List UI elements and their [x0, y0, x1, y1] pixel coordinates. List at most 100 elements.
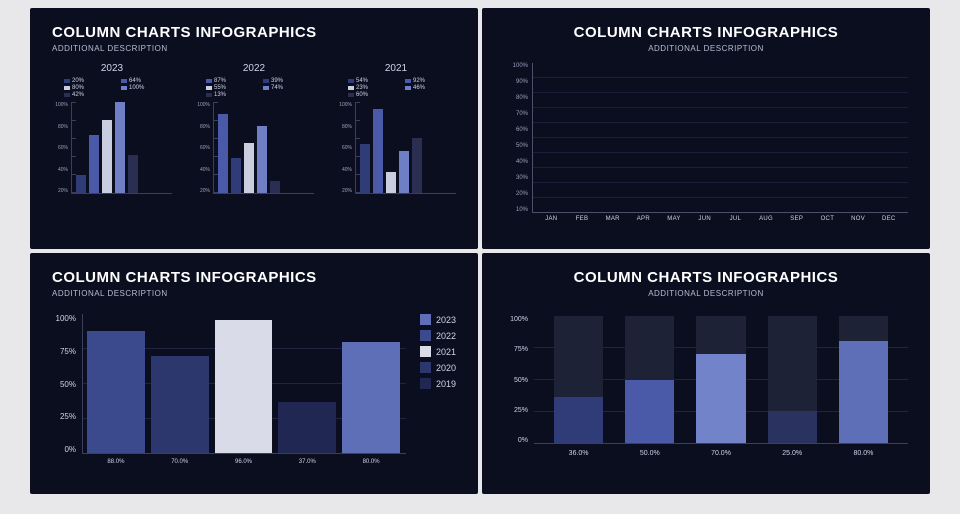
y-axis: 100%80%60%40%20% — [194, 102, 214, 194]
monthly-chart-plot — [532, 63, 908, 213]
chart-bar — [218, 114, 228, 193]
legend-item: 2020 — [420, 362, 456, 373]
legend-item: 2022 — [420, 330, 456, 341]
legend-label: 2023 — [436, 315, 456, 325]
month-labels: JANFEBMARAPRMAYJUNJULAUGSEPOCTNOVDEC — [532, 213, 908, 222]
chart-bar — [373, 109, 383, 193]
y-tick: 60% — [194, 145, 210, 151]
y-tick: 60% — [52, 145, 68, 151]
legend-label: 39% — [271, 78, 283, 84]
month-label: OCT — [812, 216, 843, 222]
y-tick: 50% — [52, 380, 76, 389]
legend-swatch — [206, 86, 212, 90]
mini-plot: 100%80%60%40%20% — [194, 102, 314, 194]
bar-label: 80.0% — [839, 450, 888, 457]
panel-subtitle: ADDITIONAL DESCRIPTION — [504, 44, 908, 53]
panel-subtitle: ADDITIONAL DESCRIPTION — [52, 289, 456, 298]
chart-legend: 20232022202120202019 — [406, 314, 456, 454]
stack-segment-bottom — [768, 411, 817, 443]
small-multiple: 202287%39%55%74%13%100%80%60%40%20% — [194, 63, 314, 194]
chart-bar: 88.0% — [87, 331, 145, 453]
legend-item: 54% — [348, 78, 399, 84]
bar-chart-area: 100%75%50%25%0% 88.0%70.0%96.0%37.0%80.0… — [52, 314, 456, 454]
chart-bar: 80.0% — [342, 342, 400, 453]
stacked-bar: 70.0% — [696, 316, 745, 443]
panel-top-left: COLUMN CHARTS INFOGRAPHICS ADDITIONAL DE… — [30, 8, 478, 249]
y-tick: 50% — [504, 143, 528, 149]
chart-bar — [231, 158, 241, 193]
legend-swatch — [420, 346, 431, 357]
legend-swatch — [348, 86, 354, 90]
panel-top-right: COLUMN CHARTS INFOGRAPHICS ADDITIONAL DE… — [482, 8, 930, 249]
chart-bar — [76, 175, 86, 193]
legend-label: 46% — [413, 85, 425, 91]
legend-swatch — [348, 93, 354, 97]
stack-segment-top — [554, 316, 603, 397]
month-label: MAR — [597, 216, 628, 222]
legend-swatch — [206, 79, 212, 83]
legend-swatch — [121, 79, 127, 83]
legend-swatch — [121, 86, 127, 90]
chart-bar — [244, 143, 254, 193]
bar-label: 25.0% — [768, 450, 817, 457]
legend-item: 20% — [64, 78, 115, 84]
y-tick: 30% — [504, 175, 528, 181]
legend-label: 54% — [356, 78, 368, 84]
chart-bar: 37.0% — [278, 402, 336, 453]
legend-label: 74% — [271, 85, 283, 91]
legend-item: 74% — [263, 85, 314, 91]
y-tick: 60% — [336, 145, 352, 151]
bars-group — [72, 102, 172, 194]
chart-bar — [360, 144, 370, 193]
y-tick: 75% — [504, 346, 528, 353]
stack-segment-bottom — [696, 354, 745, 443]
legend-label: 60% — [356, 92, 368, 98]
stacked-bar: 36.0% — [554, 316, 603, 443]
bar-label: 96.0% — [215, 459, 273, 465]
y-tick: 20% — [504, 191, 528, 197]
chart-bar — [89, 135, 99, 193]
bar-label: 37.0% — [278, 459, 336, 465]
month-label: SEP — [781, 216, 812, 222]
y-tick: 10% — [504, 207, 528, 213]
y-tick: 80% — [336, 124, 352, 130]
panel-title: COLUMN CHARTS INFOGRAPHICS — [504, 269, 908, 286]
legend-swatch — [64, 79, 70, 83]
y-tick: 20% — [52, 188, 68, 194]
legend-label: 64% — [129, 78, 141, 84]
chart-bar — [412, 138, 422, 193]
y-axis: 100%90%80%70%60%50%40%30%20%10% — [504, 63, 532, 213]
y-tick: 100% — [194, 102, 210, 108]
mini-legend: 87%39%55%74%13% — [194, 78, 314, 98]
y-tick: 80% — [52, 124, 68, 130]
stacked-bar: 25.0% — [768, 316, 817, 443]
bar-label: 36.0% — [554, 450, 603, 457]
legend-label: 20% — [72, 78, 84, 84]
month-label: NOV — [843, 216, 874, 222]
y-tick: 0% — [504, 437, 528, 444]
month-label: JUN — [689, 216, 720, 222]
chart-bar — [102, 120, 112, 193]
y-tick: 100% — [336, 102, 352, 108]
panel-title: COLUMN CHARTS INFOGRAPHICS — [52, 24, 456, 41]
y-tick: 100% — [52, 102, 68, 108]
legend-label: 80% — [72, 85, 84, 91]
y-tick: 25% — [504, 407, 528, 414]
stack-segment-top — [768, 316, 817, 411]
y-tick: 40% — [194, 167, 210, 173]
stacked-bar: 50.0% — [625, 316, 674, 443]
mini-plot: 100%80%60%40%20% — [336, 102, 456, 194]
month-label: MAY — [659, 216, 690, 222]
legend-item: 42% — [64, 92, 115, 98]
mini-plot: 100%80%60%40%20% — [52, 102, 172, 194]
legend-swatch — [64, 86, 70, 90]
monthly-chart-area: 100%90%80%70%60%50%40%30%20%10% — [504, 63, 908, 213]
legend-swatch — [420, 378, 431, 389]
y-tick: 40% — [504, 159, 528, 165]
legend-item: 13% — [206, 92, 257, 98]
legend-item: 55% — [206, 85, 257, 91]
mini-legend: 20%64%80%100%42% — [52, 78, 172, 98]
bars-group — [356, 102, 456, 194]
bar-chart-plot: 88.0%70.0%96.0%37.0%80.0% — [82, 314, 406, 454]
y-tick: 50% — [504, 377, 528, 384]
